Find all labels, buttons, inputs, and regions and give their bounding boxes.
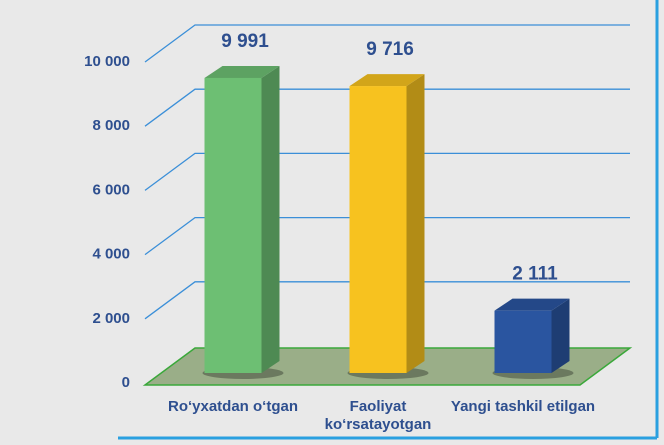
bar-side	[551, 298, 570, 373]
grid-line	[144, 152, 630, 191]
bar-top	[494, 298, 570, 311]
x-tick-label: Ro‘yxatdan o‘tgan	[167, 398, 298, 415]
bar	[349, 86, 407, 374]
y-tick-label: 8 000	[92, 117, 130, 134]
x-tick-label: Faoliyat ko‘rsatayotgan	[324, 398, 432, 433]
bar-side	[261, 65, 280, 373]
grid-line	[144, 216, 630, 256]
grid-line	[144, 88, 630, 127]
grid-line	[144, 281, 630, 320]
y-tick-label: 0	[122, 374, 130, 391]
value-label: 9 991	[221, 31, 269, 52]
bar	[204, 77, 262, 373]
bar-side	[406, 74, 425, 374]
y-tick-label: 6 000	[92, 181, 130, 198]
bar-top	[349, 74, 425, 87]
bar	[494, 310, 552, 373]
grid-line	[144, 24, 630, 63]
y-tick-label: 10 000	[84, 53, 130, 70]
bar-top	[204, 65, 280, 78]
value-label: 9 716	[366, 39, 414, 60]
y-tick-label: 4 000	[92, 246, 130, 263]
y-tick-label: 2 000	[92, 310, 130, 327]
x-tick-label: Yangi tashkil etilgan	[450, 398, 596, 415]
value-label: 2 111	[512, 264, 558, 285]
